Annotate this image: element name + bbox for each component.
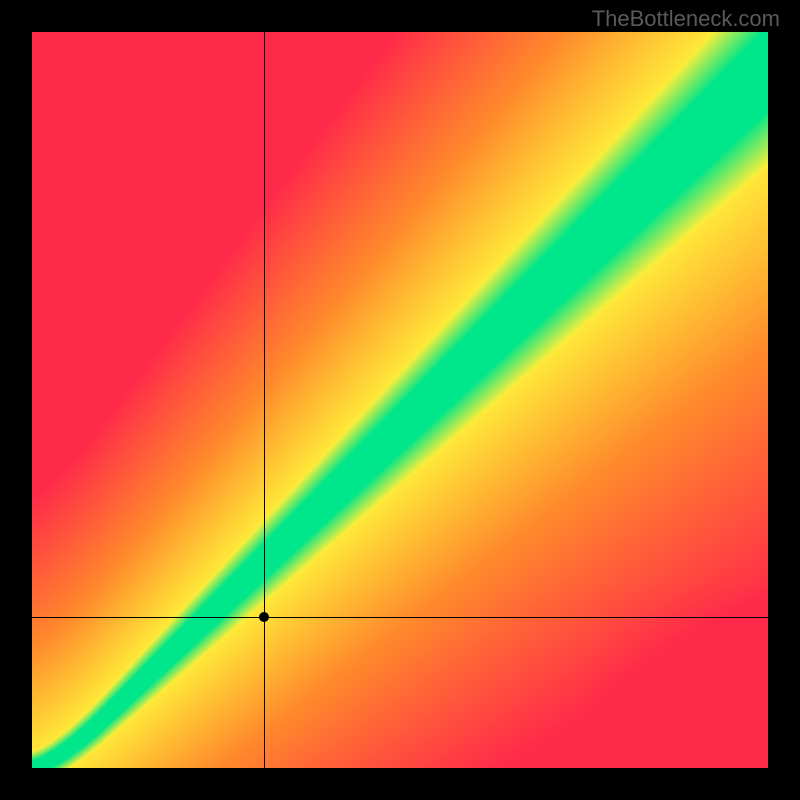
heatmap-canvas bbox=[32, 32, 768, 768]
marker-dot bbox=[259, 612, 269, 622]
plot-area bbox=[32, 32, 768, 768]
crosshair-vertical bbox=[264, 32, 265, 768]
chart-container: TheBottleneck.com bbox=[0, 0, 800, 800]
crosshair-horizontal bbox=[32, 617, 768, 618]
watermark-text: TheBottleneck.com bbox=[592, 6, 780, 32]
